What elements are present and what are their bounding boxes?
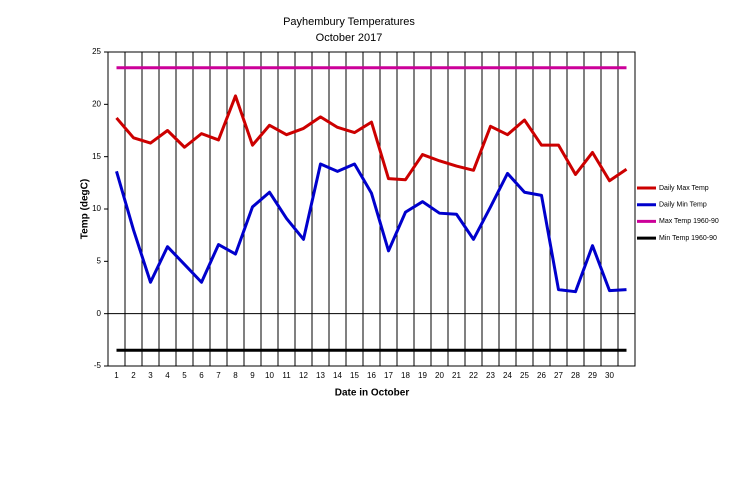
x-tick-label: 7 bbox=[216, 371, 221, 380]
x-tick-label: 19 bbox=[418, 371, 427, 380]
x-tick-label: 13 bbox=[316, 371, 325, 380]
y-tick-label: 10 bbox=[92, 204, 101, 213]
x-tick-label: 6 bbox=[199, 371, 204, 380]
x-tick-label: 9 bbox=[250, 371, 255, 380]
x-tick-label: 3 bbox=[148, 371, 153, 380]
series-line bbox=[115, 94, 628, 183]
legend-label: Daily Max Temp bbox=[659, 185, 709, 192]
plot-area bbox=[107, 51, 636, 367]
x-tick-label: 22 bbox=[469, 371, 478, 380]
legend-label: Max Temp 1960-90 bbox=[659, 218, 719, 225]
x-tick-label: 25 bbox=[520, 371, 529, 380]
chart-subtitle: October 2017 bbox=[316, 32, 383, 44]
y-tick-label: 0 bbox=[97, 309, 102, 318]
y-tick-label: -5 bbox=[94, 361, 102, 370]
x-tick-label: 17 bbox=[384, 371, 393, 380]
legend-label: Daily Min Temp bbox=[659, 202, 707, 209]
legend-label: Min Temp 1960-90 bbox=[659, 235, 717, 242]
x-tick-label: 23 bbox=[486, 371, 495, 380]
chart-title: Payhembury Temperatures bbox=[283, 16, 415, 28]
x-tick-label: 15 bbox=[350, 371, 359, 380]
x-tick-label: 10 bbox=[265, 371, 274, 380]
x-tick-label: 27 bbox=[554, 371, 563, 380]
x-tick-label: 4 bbox=[165, 371, 170, 380]
y-tick-label: 15 bbox=[92, 152, 101, 161]
x-tick-label: 2 bbox=[131, 371, 136, 380]
y-tick-label: 25 bbox=[92, 47, 101, 56]
x-tick-label: 16 bbox=[367, 371, 376, 380]
x-axis-label: Date in October bbox=[335, 388, 410, 399]
x-tick-label: 29 bbox=[588, 371, 597, 380]
x-tick-label: 5 bbox=[182, 371, 187, 380]
x-tick-label: 20 bbox=[435, 371, 444, 380]
x-tick-label: 11 bbox=[282, 371, 291, 380]
x-tick-label: 30 bbox=[605, 371, 614, 380]
y-axis-label: Temp (degC) bbox=[80, 179, 91, 239]
x-tick-label: 14 bbox=[333, 371, 342, 380]
x-tick-label: 18 bbox=[401, 371, 410, 380]
y-tick-label: 20 bbox=[92, 99, 101, 108]
x-tick-label: 21 bbox=[452, 371, 461, 380]
x-tick-label: 1 bbox=[114, 371, 119, 380]
x-tick-label: 12 bbox=[299, 371, 308, 380]
x-tick-label: 24 bbox=[503, 371, 512, 380]
x-tick-label: 26 bbox=[537, 371, 546, 380]
x-tick-label: 8 bbox=[233, 371, 238, 380]
x-tick-label: 28 bbox=[571, 371, 580, 380]
y-tick-label: 5 bbox=[97, 256, 102, 265]
series-line bbox=[115, 162, 627, 294]
